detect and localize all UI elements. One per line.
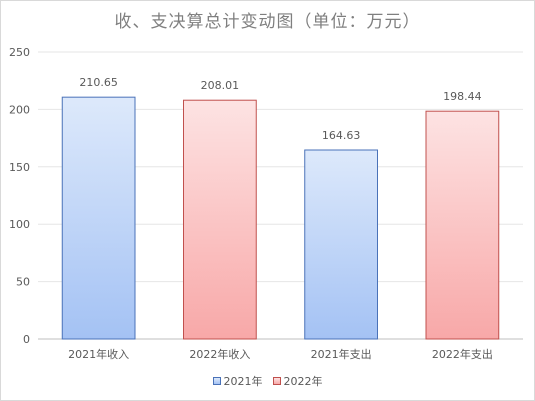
bar <box>425 110 500 340</box>
y-tick-label: 200 <box>9 103 30 116</box>
chart-title: 收、支决算总计变动图（单位：万元） <box>114 12 421 32</box>
legend-item: 2021年 <box>212 373 263 389</box>
data-label: 210.65 <box>79 76 118 89</box>
x-tick-label: 2022年支出 <box>432 347 493 361</box>
y-tick-label: 250 <box>9 46 30 59</box>
data-label: 208.01 <box>201 79 240 92</box>
legend-label: 2021年 <box>223 375 263 388</box>
data-label: 164.63 <box>322 129 361 142</box>
legend: 2021年 2022年 <box>1 373 534 389</box>
x-tick-label: 2021年支出 <box>311 347 372 361</box>
legend-swatch <box>212 377 221 385</box>
y-tick-label: 100 <box>9 218 30 231</box>
y-tick-label: 150 <box>9 161 30 174</box>
legend-label: 2022年 <box>283 375 323 388</box>
y-tick-label: 0 <box>23 333 30 346</box>
legend-item: 2022年 <box>272 373 323 389</box>
x-tick-label: 2021年收入 <box>68 347 129 361</box>
bar <box>183 99 257 340</box>
bar <box>61 96 136 340</box>
data-label: 198.44 <box>443 90 482 103</box>
x-tick-label: 2022年收入 <box>189 347 250 361</box>
bar <box>304 149 378 340</box>
y-tick-label: 50 <box>16 276 30 289</box>
legend-swatch <box>272 377 281 385</box>
